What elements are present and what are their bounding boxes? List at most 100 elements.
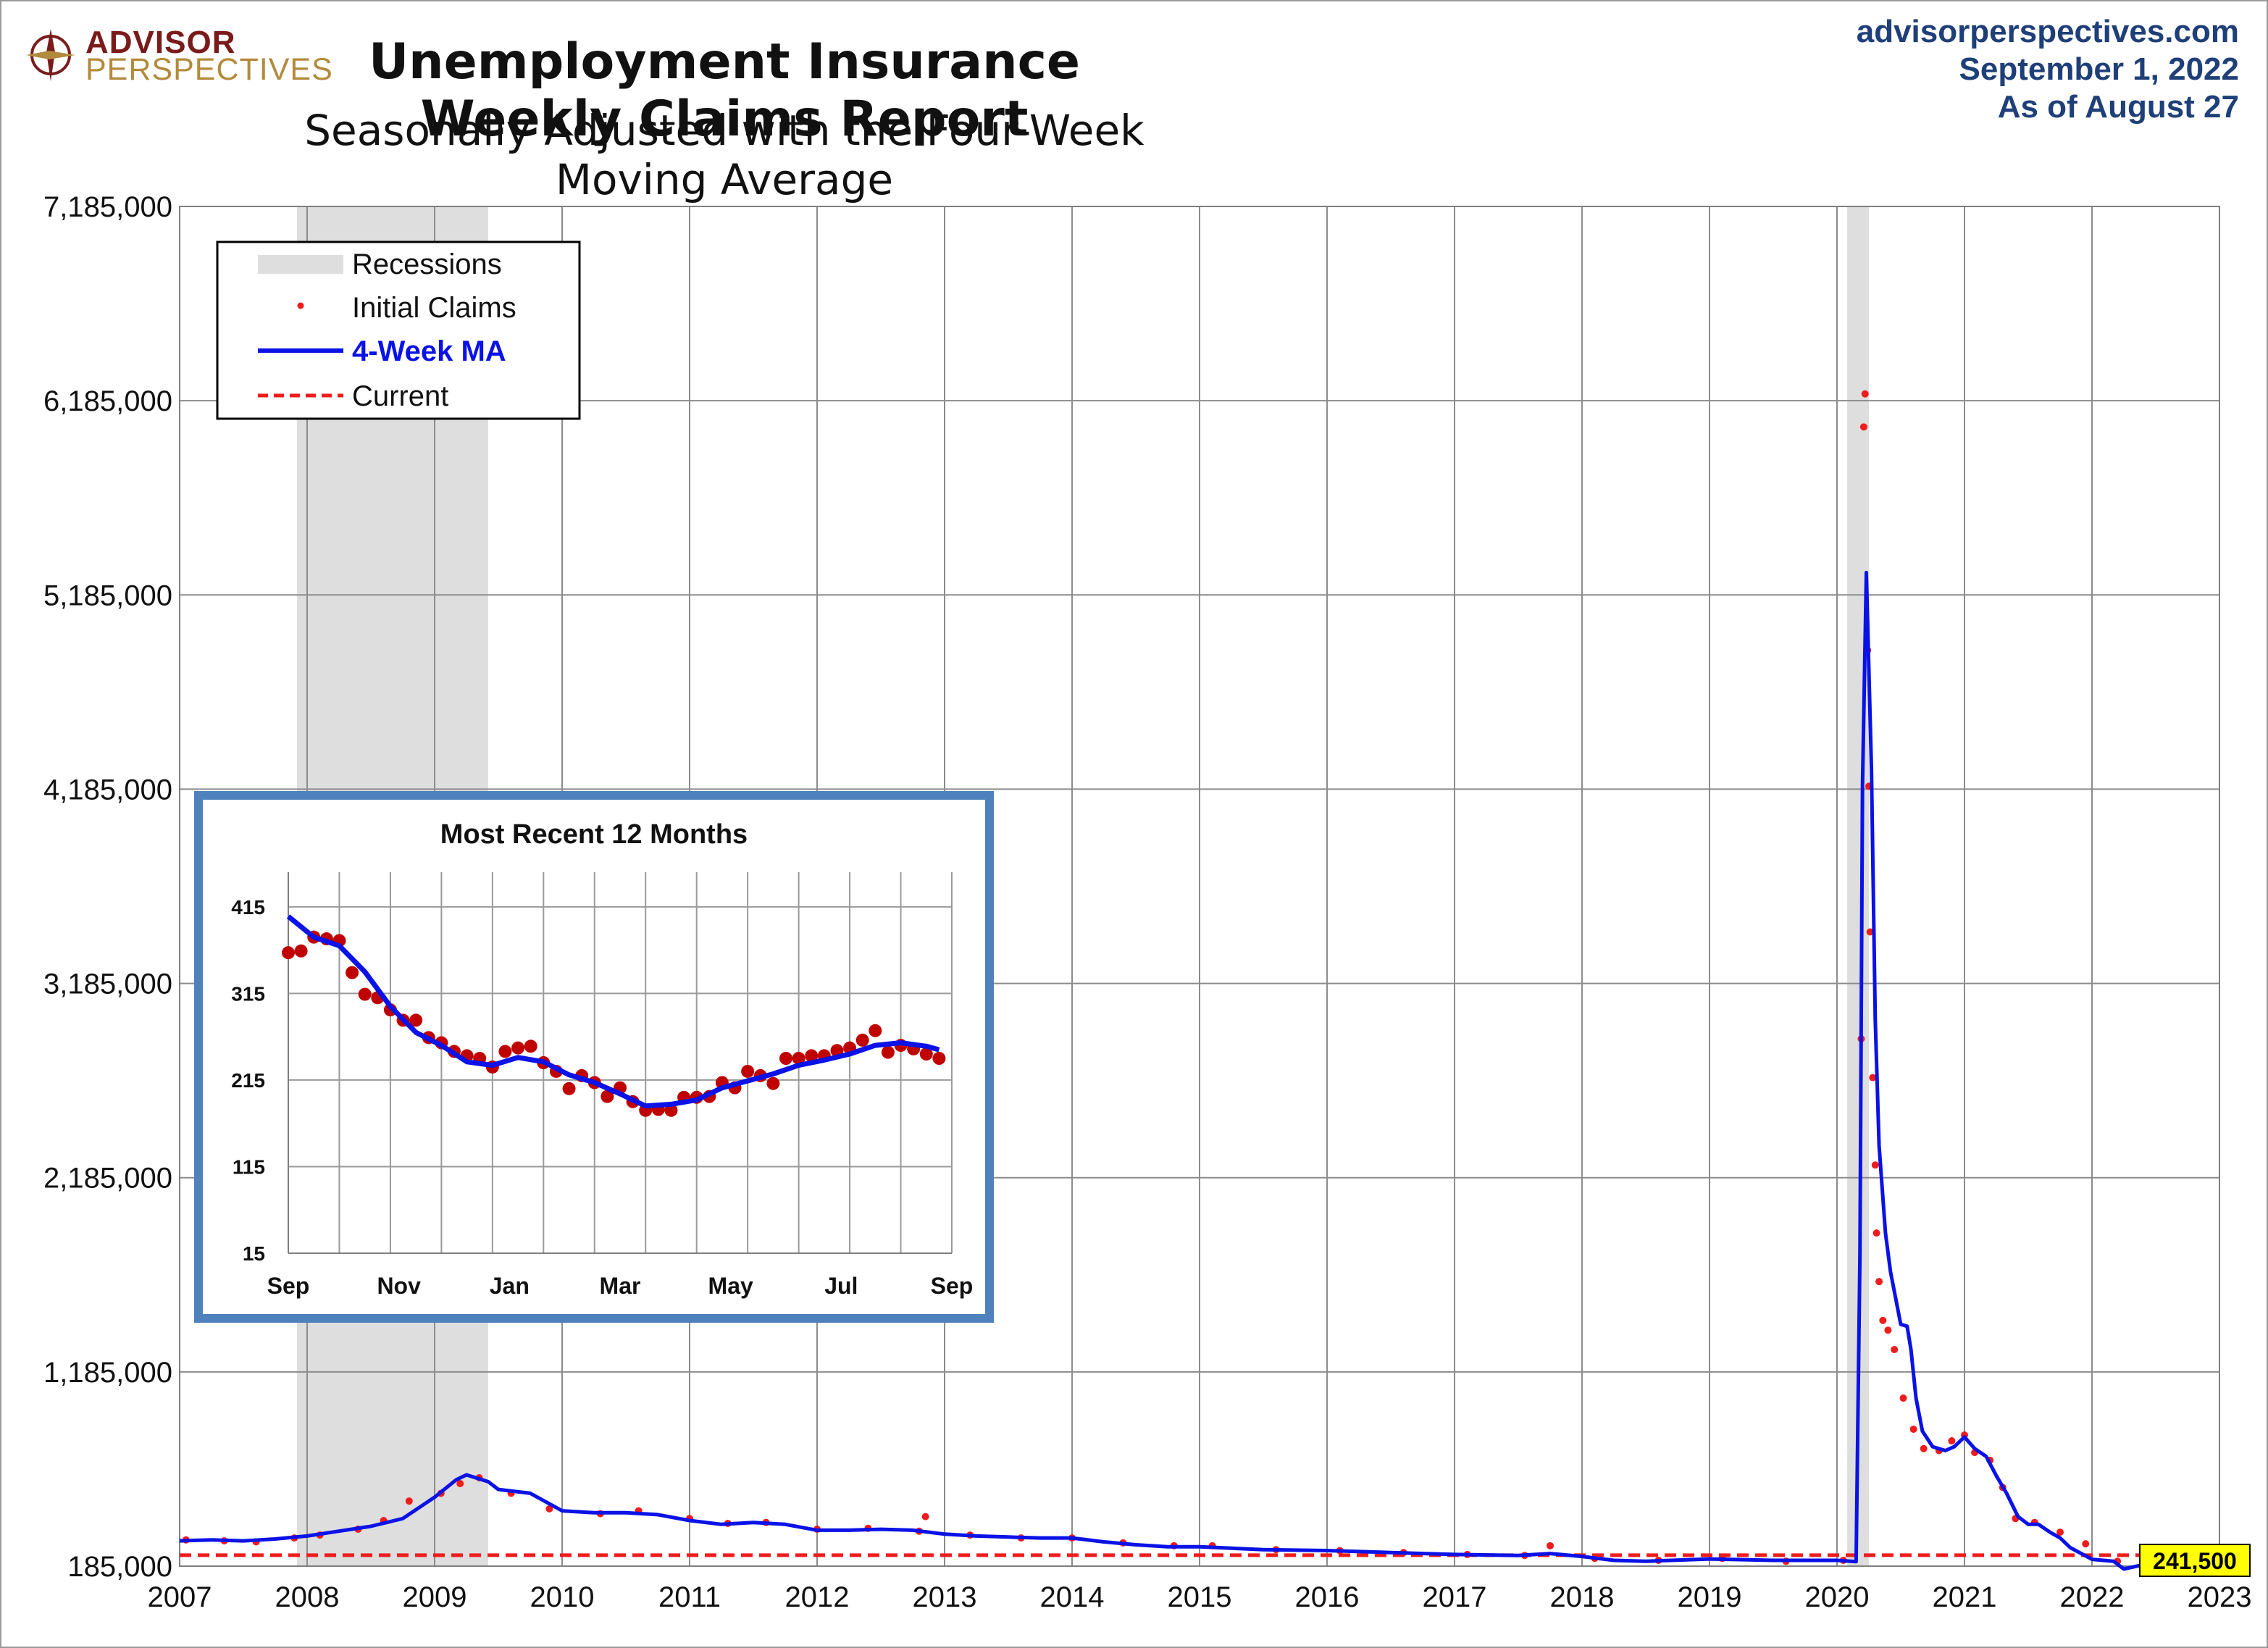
initial-claims-point xyxy=(1884,1326,1892,1334)
logo-bottom-text: PERSPECTIVES xyxy=(85,52,333,87)
inset-claims-point xyxy=(498,1045,512,1058)
legend-ma-label: 4-Week MA xyxy=(352,335,506,367)
initial-claims-point xyxy=(405,1497,413,1505)
x-tick-label: 2010 xyxy=(530,1581,595,1613)
report-date: September 1, 2022 xyxy=(1959,51,2239,87)
inset-claims-point xyxy=(741,1064,755,1078)
inset-x-tick-label: May xyxy=(708,1273,753,1299)
ma-line-group xyxy=(179,570,2178,1571)
advisor-perspectives-logo: ADVISOR PERSPECTIVES xyxy=(26,25,345,90)
inset-claims-point xyxy=(524,1040,537,1053)
x-tick-label: 2017 xyxy=(1423,1581,1487,1613)
x-tick-label: 2015 xyxy=(1168,1581,1232,1613)
y-tick-label: 1,185,000 xyxy=(43,1357,172,1389)
source-site: advisorperspectives.com xyxy=(1856,14,2239,49)
inset-x-tick-label: Sep xyxy=(267,1273,310,1299)
initial-claims-point xyxy=(1920,1444,1928,1452)
inset-x-tick-labels: Sep Nov Jan Mar May Jul Sep xyxy=(267,1273,974,1299)
inset-y-tick-label: 215 xyxy=(231,1069,265,1092)
inset-claims-point xyxy=(601,1089,614,1103)
inset-claims-point xyxy=(869,1024,882,1037)
x-tick-label: 2018 xyxy=(1550,1581,1615,1613)
inset-x-tick-label: Mar xyxy=(600,1273,641,1299)
inset-claims-point xyxy=(766,1076,780,1090)
y-tick-label: 7,185,000 xyxy=(43,191,172,223)
x-tick-label: 2016 xyxy=(1295,1581,1360,1613)
inset-claims-point xyxy=(881,1045,895,1059)
inset-x-tick-label: Jul xyxy=(824,1273,858,1299)
inset-claims-point xyxy=(792,1052,805,1066)
initial-claims-point xyxy=(545,1505,553,1513)
x-tick-labels: 2007 2008 2009 2010 2011 2012 2013 2014 2015 2016… xyxy=(148,1581,2252,1613)
initial-claims-point xyxy=(1547,1542,1554,1549)
x-tick-label: 2007 xyxy=(148,1581,212,1613)
inset-ma-line-group xyxy=(286,914,940,1109)
inset-x-tick-label: Sep xyxy=(931,1273,974,1299)
x-tick-label: 2023 xyxy=(2188,1581,2252,1613)
plot-border xyxy=(179,206,2220,1567)
x-tick-label: 2014 xyxy=(1040,1581,1105,1613)
inset-y-tick-label: 315 xyxy=(231,982,265,1005)
inset-y-tick-labels: 15 115 215 315 415 xyxy=(231,896,265,1265)
initial-claims-point xyxy=(1872,1229,1880,1237)
source-info: advisorperspectives.com September 1, 202… xyxy=(1857,13,2239,126)
inset-claims-point xyxy=(932,1052,946,1066)
x-tick-label: 2020 xyxy=(1805,1581,1870,1613)
inset-claims-point xyxy=(855,1033,869,1047)
y-tick-label: 3,185,000 xyxy=(43,969,172,1000)
initial-claims-point xyxy=(1866,928,1874,936)
legend-claims-marker xyxy=(297,302,304,309)
y-tick-label: 2,185,000 xyxy=(43,1163,172,1195)
inset-claims-point xyxy=(805,1049,819,1063)
as-of-date: As of August 27 xyxy=(1997,89,2239,125)
legend-recession-swatch xyxy=(258,255,343,274)
x-tick-label: 2021 xyxy=(1933,1581,1997,1613)
initial-claims-point xyxy=(1875,1278,1883,1286)
initial-claims-point xyxy=(456,1480,464,1488)
y-tick-label: 185,000 xyxy=(67,1551,172,1583)
inset-gridlines xyxy=(288,872,953,1254)
initial-claims-point xyxy=(1871,1161,1879,1169)
initial-claims-point xyxy=(921,1513,929,1521)
x-tick-label: 2013 xyxy=(913,1581,977,1613)
initial-claims-point xyxy=(1869,1074,1877,1082)
current-value-label: 241,500 xyxy=(2139,1544,2251,1577)
inset-claims-point xyxy=(664,1103,678,1117)
initial-claims-point xyxy=(1948,1437,1956,1445)
gridlines xyxy=(179,206,2220,1567)
inset-claims-point xyxy=(346,966,359,979)
y-tick-labels: 185,000 1,185,000 2,185,000 3,185,000 4,185,… xyxy=(43,191,172,1583)
inset-title: Most Recent 12 Months xyxy=(440,819,748,850)
legend-current-label: Current xyxy=(352,380,448,412)
inset-claims-point xyxy=(562,1082,576,1095)
x-tick-label: 2009 xyxy=(403,1581,467,1613)
x-tick-label: 2011 xyxy=(658,1581,721,1613)
initial-claims-point xyxy=(1909,1425,1917,1433)
inset-ma-line xyxy=(286,914,940,1109)
inset-x-tick-label: Jan xyxy=(490,1273,530,1299)
chart-subtitle: Seasonally Adjusted with the Four-Week M… xyxy=(304,106,1145,204)
initial-claims-point xyxy=(1891,1346,1899,1354)
legend: Recessions Initial Claims 4-Week MA Curr… xyxy=(216,240,581,420)
x-tick-label: 2022 xyxy=(2060,1581,2125,1613)
four-week-ma-line xyxy=(179,570,2178,1571)
legend-claims-label: Initial Claims xyxy=(352,292,516,324)
inset-claims-point xyxy=(409,1013,423,1027)
x-tick-label: 2012 xyxy=(785,1581,850,1613)
initial-claims-point xyxy=(2056,1528,2064,1536)
current-value-box xyxy=(2139,1544,2251,1577)
current-value-text: 241,500 xyxy=(2153,1548,2237,1574)
y-tick-label: 4,185,000 xyxy=(43,774,172,806)
y-tick-label: 6,185,000 xyxy=(43,385,172,417)
inset-claims-point xyxy=(294,944,308,958)
inset-claims-point xyxy=(511,1041,525,1055)
inset-claims-point xyxy=(358,987,372,1001)
legend-recessions-label: Recessions xyxy=(352,248,502,280)
initial-claims-point xyxy=(1899,1394,1907,1402)
initial-claims-point xyxy=(2082,1540,2090,1548)
initial-claims-point xyxy=(1861,390,1869,398)
compass-icon xyxy=(26,29,75,81)
inset-claims-point xyxy=(282,946,295,960)
inset-chart: Most Recent 12 Months 15 115 215 315 415 Sep… xyxy=(194,791,994,1323)
